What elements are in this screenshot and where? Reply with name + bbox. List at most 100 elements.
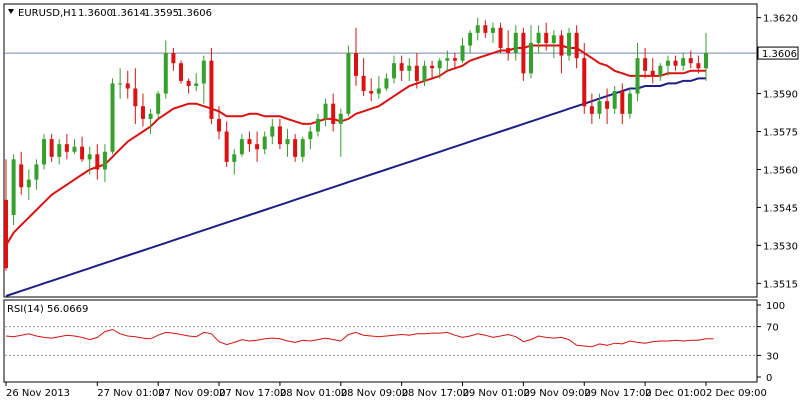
time-tick-label: 26 Nov 2013 — [6, 388, 70, 399]
ohlc-close: 1.3606 — [177, 8, 212, 19]
candle-body — [171, 53, 176, 64]
candle — [171, 48, 176, 71]
candle-body — [361, 75, 366, 92]
candle — [506, 30, 511, 61]
candle — [551, 30, 556, 59]
candle-body — [605, 101, 610, 109]
time-tick-label: 29 Nov 09:00 — [523, 388, 590, 399]
candle — [323, 98, 328, 127]
candle-body — [156, 93, 161, 114]
candle — [194, 73, 199, 92]
candle-body — [597, 101, 602, 114]
candle-body — [589, 106, 594, 114]
candle — [605, 88, 610, 124]
candle — [612, 85, 617, 114]
candle — [437, 58, 442, 79]
candle — [148, 108, 153, 135]
candle — [430, 60, 435, 79]
candle — [217, 106, 222, 140]
candle-body — [262, 136, 267, 150]
candle-body — [186, 80, 191, 86]
candle-body — [4, 199, 8, 269]
candle-body — [544, 32, 549, 43]
candle-body — [224, 131, 229, 162]
candle-body — [300, 139, 305, 157]
candle-body — [338, 113, 343, 124]
candle — [460, 37, 465, 64]
candle-body — [460, 45, 465, 61]
candle — [635, 42, 640, 102]
candle-body — [376, 88, 381, 94]
time-tick-label: 27 Nov 17:00 — [219, 388, 286, 399]
candle — [11, 154, 16, 226]
candle-body — [407, 65, 412, 71]
candle — [369, 78, 374, 102]
candle — [277, 118, 282, 150]
candle-body — [414, 65, 419, 81]
candle-body — [247, 139, 252, 145]
price-pane-frame — [3, 3, 758, 298]
candle — [64, 134, 69, 160]
chart-header: EURUSD,H1 1.3600 1.3614 1.3595 1.3606 — [8, 8, 212, 19]
candle-body — [521, 32, 526, 74]
candle-body — [681, 58, 686, 66]
rsi-pane-frame — [3, 299, 758, 383]
candle — [19, 151, 24, 195]
candle-body — [627, 93, 632, 114]
candle-body — [72, 146, 77, 152]
candle — [665, 55, 670, 76]
candle — [80, 136, 85, 162]
rsi-tick-label: 100 — [766, 301, 785, 312]
candle — [673, 55, 678, 71]
candle — [574, 25, 579, 69]
candle-body — [57, 144, 62, 157]
candle — [422, 60, 427, 86]
candle-body — [140, 106, 145, 119]
time-tick-label: 27 Nov 01:00 — [97, 388, 164, 399]
candle — [346, 45, 351, 117]
candle — [627, 88, 632, 119]
candle-body — [217, 118, 222, 132]
candle-body — [49, 139, 54, 157]
candle-body — [468, 32, 473, 46]
time-tick-label: 29 Nov 17:00 — [584, 388, 651, 399]
candle — [498, 22, 503, 54]
symbol-label: EURUSD,H1 — [18, 8, 77, 19]
candle-body — [483, 25, 488, 33]
candle — [414, 53, 419, 89]
collapse-arrow-icon[interactable] — [8, 9, 14, 14]
time-tick-label: 28 Nov 17:00 — [402, 388, 469, 399]
candle-body — [308, 131, 313, 140]
candle-body — [331, 103, 336, 124]
candle — [42, 134, 47, 170]
candle-body — [239, 139, 244, 155]
candle-body — [42, 139, 47, 165]
candle-body — [270, 126, 275, 137]
ohlc-high: 1.3614 — [111, 8, 146, 19]
candle-body — [179, 63, 183, 81]
candle-body — [95, 154, 100, 170]
candle — [536, 25, 541, 54]
candle — [186, 78, 191, 94]
candle — [658, 63, 663, 81]
candle — [392, 55, 397, 84]
candle — [163, 40, 168, 99]
candle-body — [102, 151, 107, 170]
candle — [452, 53, 457, 69]
candle-body — [80, 146, 85, 160]
candle — [475, 17, 480, 41]
candle — [247, 131, 252, 152]
candle-body — [475, 25, 480, 33]
time-tick-label: 27 Nov 09:00 — [158, 388, 225, 399]
candle — [293, 134, 298, 162]
candle — [110, 78, 115, 155]
candle-body — [490, 27, 495, 33]
candle-body — [650, 70, 655, 76]
time-tick-label: 29 Nov 01:00 — [463, 388, 530, 399]
candle — [118, 68, 123, 99]
ma-fast-series — [5, 44, 706, 246]
candle-body — [255, 144, 260, 150]
price-tick-label: 1.3590 — [763, 90, 798, 101]
candle — [57, 139, 62, 165]
candle — [521, 27, 526, 81]
